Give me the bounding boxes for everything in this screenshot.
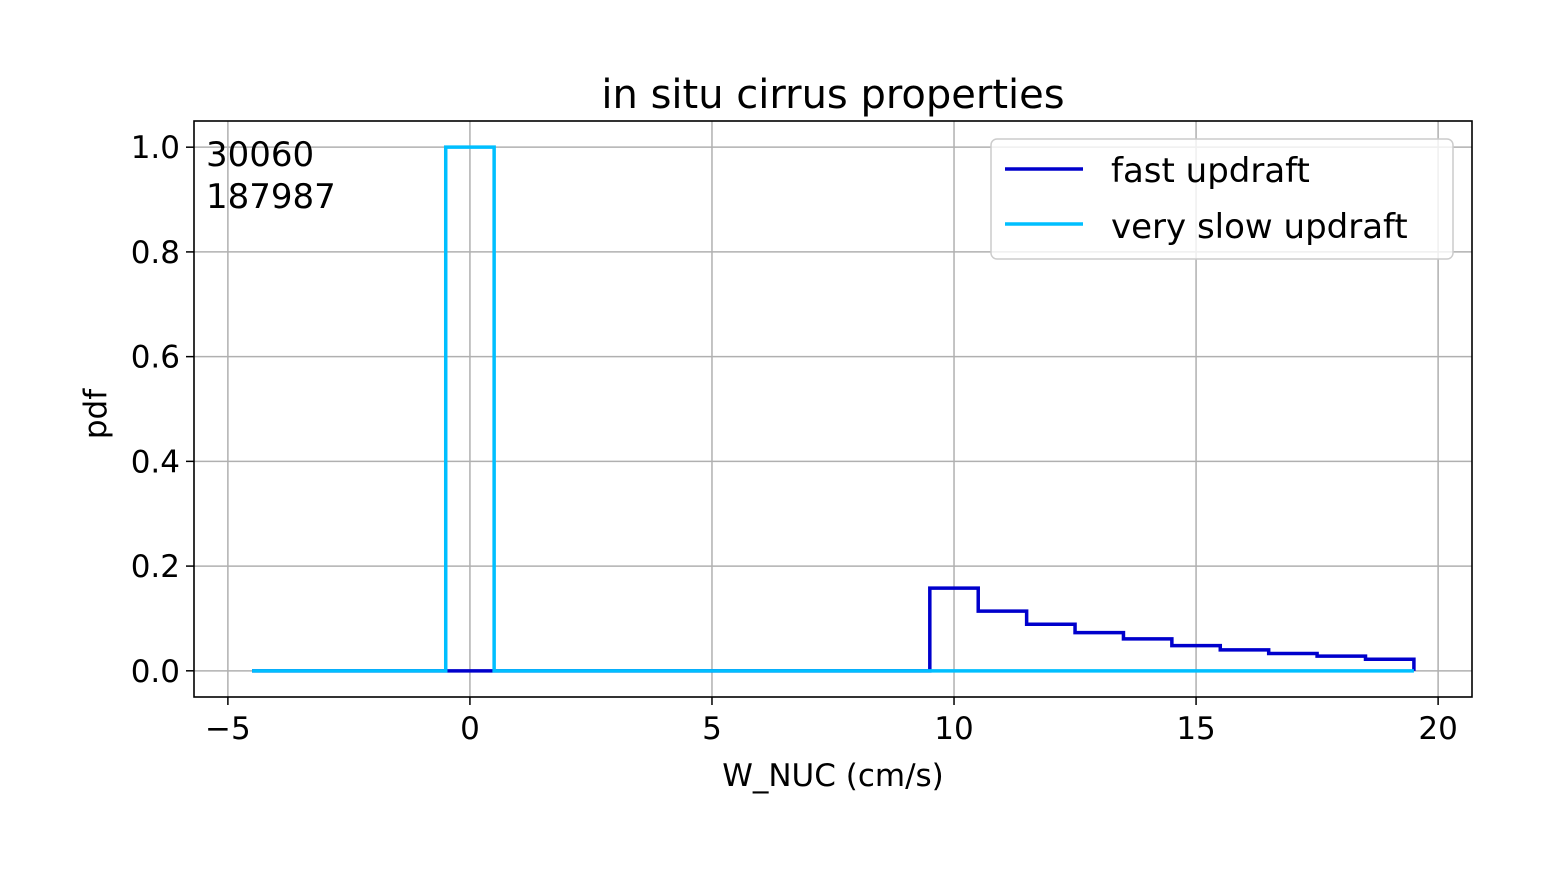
series-line-very-slow-updraft [252,145,1414,673]
legend-label-very-slow-updraft: very slow updraft [1111,207,1408,247]
x-axis-label: W_NUC (cm/s) [722,758,944,794]
y-ticks: 0.0 0.2 0.4 0.6 0.8 1.0 [131,130,194,690]
x-tick-label: 0 [460,711,480,747]
y-tick-label: 0.0 [131,654,180,690]
x-tick-label: 15 [1176,711,1215,747]
x-tick-label: 10 [934,711,973,747]
x-ticks: −5 0 5 10 15 20 [205,697,1458,747]
annotation-count-1: 30060 [206,135,314,175]
annotation-count-2: 187987 [206,177,336,217]
x-tick-label: 5 [702,711,722,747]
y-tick-label: 0.6 [131,340,180,376]
x-tick-label: −5 [205,711,251,747]
legend-box [990,138,1454,260]
y-tick-label: 0.4 [131,444,180,480]
series-layer [252,145,1416,673]
x-tick-label: 20 [1418,711,1457,747]
legend-label-fast-updraft: fast updraft [1111,151,1310,191]
y-tick-label: 0.8 [131,235,180,271]
y-tick-label: 1.0 [131,130,180,166]
chart-title: in situ cirrus properties [601,72,1064,118]
legend: fast updraft very slow updraft [990,138,1454,260]
y-axis-label: pdf [78,388,114,439]
plot-frame [193,120,1473,698]
y-tick-label: 0.2 [131,549,180,585]
